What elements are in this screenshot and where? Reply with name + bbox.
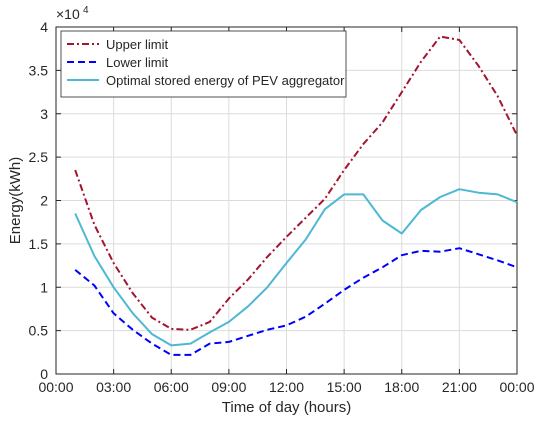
y-tick-label: 4 xyxy=(40,19,48,35)
x-axis-label: Time of day (hours) xyxy=(222,399,352,416)
legend: Upper limit Lower limit Optimal stored ene… xyxy=(60,30,347,98)
legend-label-2: Optimal stored energy of PEV aggregator xyxy=(106,73,345,88)
x-tick-label: 15:00 xyxy=(327,379,362,395)
x-tick-label: 00:00 xyxy=(38,379,73,395)
x-tick-label: 03:00 xyxy=(96,379,131,395)
x-tick-label: 00:00 xyxy=(499,379,534,395)
series xyxy=(74,35,518,356)
y-tick-label: 2 xyxy=(40,193,48,209)
y-exponent-power: 4 xyxy=(83,5,89,16)
x-tick-label: 09:00 xyxy=(211,379,246,395)
legend-label-0: Upper limit xyxy=(106,37,169,52)
y-tick-label: 2.5 xyxy=(29,149,49,165)
y-tick-label: 3 xyxy=(40,106,48,122)
y-axis-label: Energy(kWh) xyxy=(7,157,24,245)
x-tick-label: 06:00 xyxy=(154,379,189,395)
y-tick-label: 1.5 xyxy=(29,236,49,252)
x-tick-label: 18:00 xyxy=(384,379,419,395)
x-tick-label: 12:00 xyxy=(269,379,304,395)
series-line-0 xyxy=(74,35,518,331)
legend-box xyxy=(60,30,347,98)
y-tick-label: 0 xyxy=(40,366,48,382)
legend-label-1: Lower limit xyxy=(106,55,169,70)
y-exponent-label: ×10 xyxy=(56,6,80,22)
ticks: 00:00 03:00 06:00 09:00 12:00 15:00 18:00 21:00… xyxy=(29,19,535,395)
y-tick-label: 0.5 xyxy=(29,323,49,339)
x-tick-label: 21:00 xyxy=(442,379,477,395)
y-tick-label: 3.5 xyxy=(29,62,49,78)
y-tick-label: 1 xyxy=(40,279,48,295)
series-line-2 xyxy=(74,188,518,347)
series-line-1 xyxy=(74,247,518,356)
